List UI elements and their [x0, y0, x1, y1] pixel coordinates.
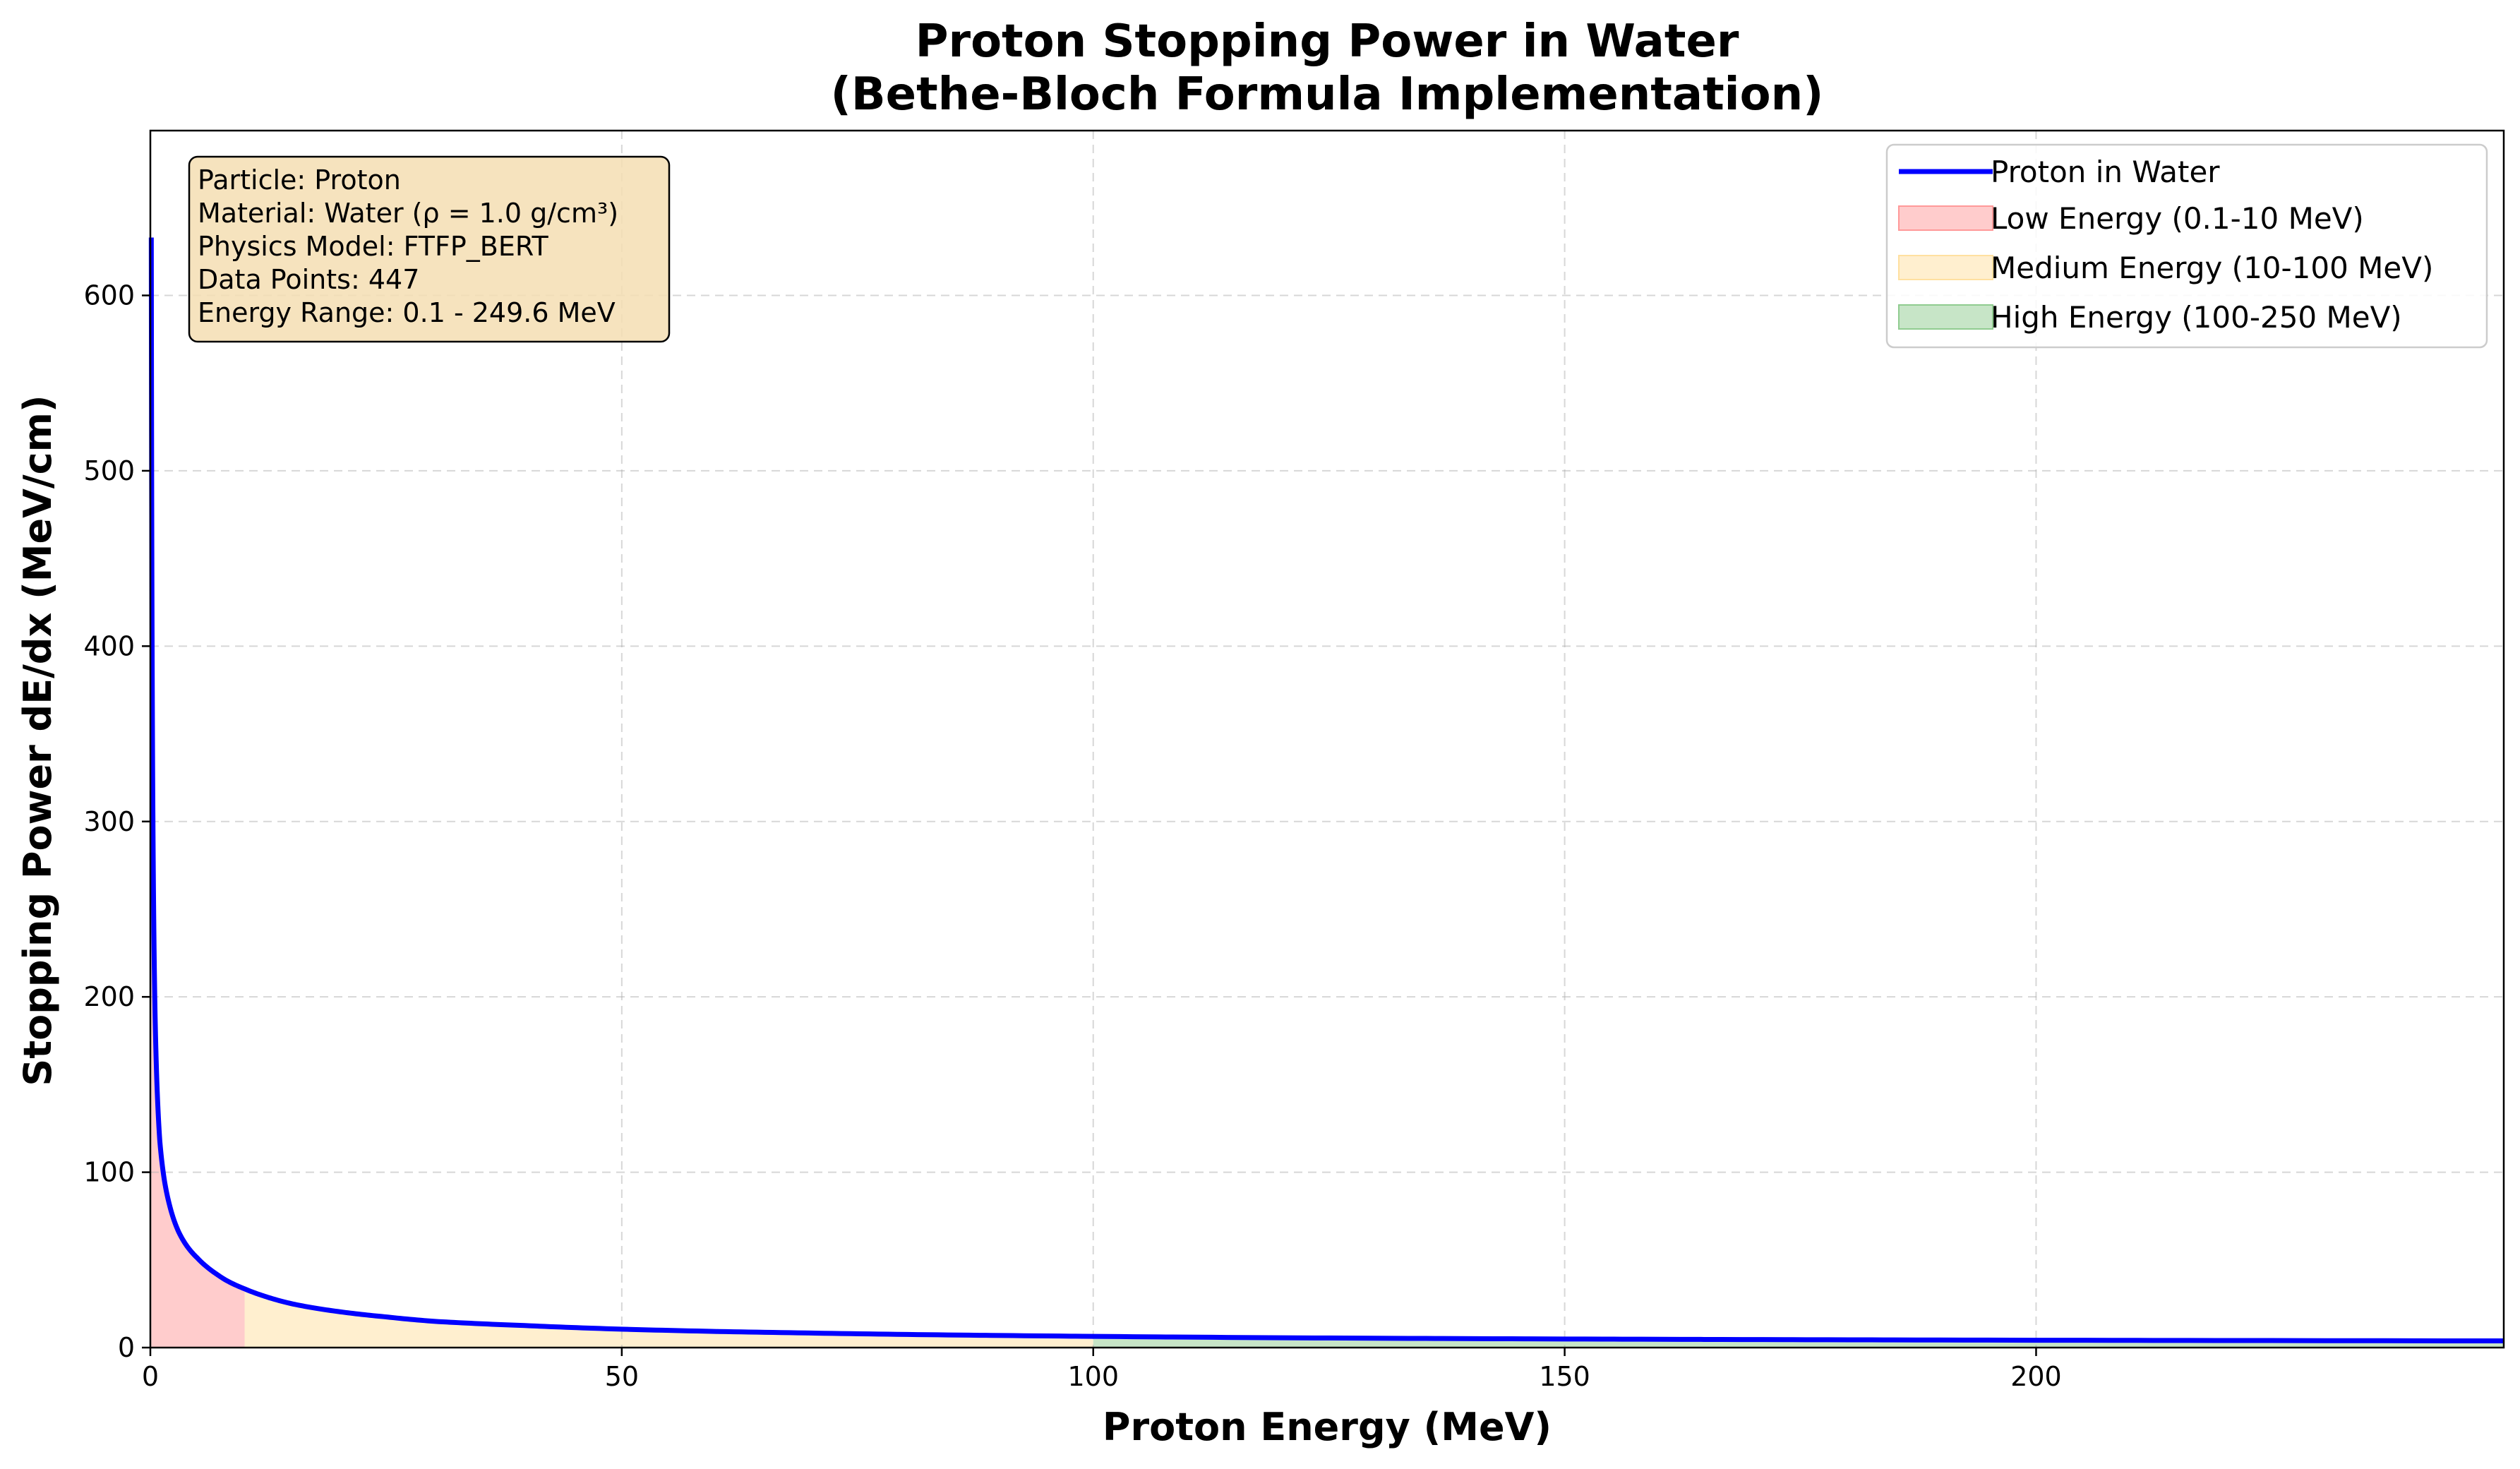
chart-title-line2: (Bethe-Bloch Formula Implementation): [831, 68, 1824, 121]
region-fill-1: [244, 1288, 1093, 1348]
x-tick-label: 200: [2010, 1361, 2062, 1392]
legend-label: Proton in Water: [1991, 155, 2220, 189]
series-line-proton-in-water: [148, 237, 2504, 1344]
region-fill-0: [151, 237, 245, 1348]
info-box-line: Particle: Proton: [198, 164, 401, 196]
legend-swatch-region: [1898, 205, 1993, 231]
legend-label: High Energy (100-250 MeV): [1991, 300, 2402, 335]
x-tick-label: 100: [1067, 1361, 1119, 1392]
info-box-line: Material: Water (ρ = 1.0 g/cm³): [198, 198, 618, 229]
y-tick-label: 100: [83, 1157, 135, 1188]
y-axis-label: Stopping Power dE/dx (MeV/cm): [16, 395, 60, 1086]
info-box-line: Data Points: 447: [198, 264, 419, 295]
x-tick-label: 50: [605, 1361, 639, 1392]
info-box-line: Energy Range: 0.1 - 249.6 MeV: [198, 297, 616, 328]
y-tick-label: 400: [83, 630, 135, 661]
x-axis-label: Proton Energy (MeV): [1103, 1405, 1552, 1449]
y-tick-label: 600: [83, 280, 135, 311]
chart-title-line1: Proton Stopping Power in Water: [916, 16, 1739, 68]
legend-frame: [1885, 143, 2488, 349]
legend-label: Medium Energy (10-100 MeV): [1991, 251, 2433, 285]
x-tick-label: 150: [1539, 1361, 1590, 1392]
legend: Proton in Water Low Energy (0.1-10 MeV) Me…: [1885, 143, 2488, 349]
y-tick-label: 200: [83, 981, 135, 1012]
axes-frame: [149, 129, 2505, 1349]
legend-swatch-region: [1898, 304, 1993, 330]
y-tick-label: 500: [83, 455, 135, 486]
info-box-line: Physics Model: FTFP_BERT: [198, 231, 548, 262]
x-tick-label: 0: [142, 1361, 159, 1392]
legend-swatch-region: [1898, 255, 1993, 280]
y-tick-label: 0: [118, 1332, 135, 1363]
y-tick-label: 300: [83, 806, 135, 837]
info-box-background: [188, 155, 671, 343]
legend-label: Low Energy (0.1-10 MeV): [1991, 201, 2364, 236]
